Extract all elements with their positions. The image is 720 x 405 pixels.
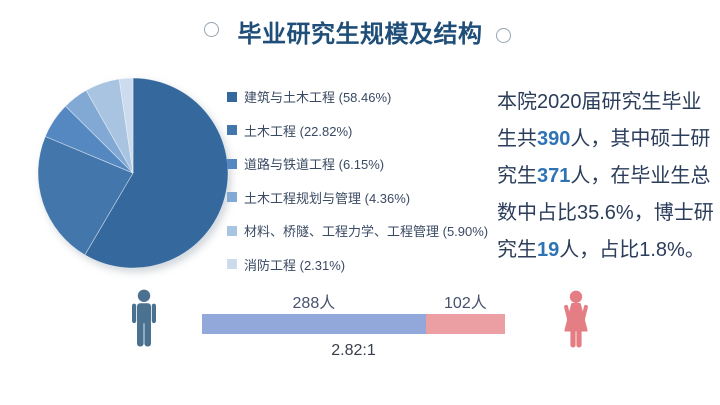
male-count-label: 288人: [292, 295, 336, 312]
legend-swatch: [227, 125, 237, 136]
legend-item: 道路与铁道工程 (6.15%): [227, 147, 488, 181]
male-icon: [132, 289, 156, 347]
legend-label: 土木工程规划与管理 (4.36%): [244, 190, 411, 206]
legend-item: 土木工程 (22.82%): [227, 114, 488, 148]
gender-ratio-bar-block: 288人 102人 2.82:1: [202, 289, 505, 360]
female-icon: [564, 290, 588, 348]
legend-item: 建筑与土木工程 (58.46%): [227, 80, 488, 114]
page-title: 毕业研究生规模及结构: [237, 21, 483, 48]
legend-label: 土木工程 (22.82%): [244, 123, 353, 139]
legend-swatch: [227, 192, 237, 203]
stats-highlight-number: 19: [537, 239, 560, 261]
legend-swatch: [227, 158, 237, 169]
gender-ratio-bar: [202, 314, 505, 334]
female-bar-segment: [425, 314, 505, 334]
pie-slice: [84, 77, 229, 269]
male-bar-segment: [202, 314, 426, 334]
female-count-label: 102人: [444, 295, 487, 312]
pie-chart: [37, 77, 229, 269]
legend-swatch: [227, 259, 237, 270]
legend-label: 材料、桥隧、工程力学、工程管理 (5.90%): [244, 224, 489, 240]
stats-paragraph: 本院2020届研究生毕业生共390人，其中硕士研究生371人，在毕业生总数中占比…: [497, 84, 715, 269]
legend-label: 建筑与土木工程 (58.46%): [244, 90, 392, 106]
stats-highlight-number: 371: [537, 165, 571, 187]
gender-ratio-label: 2.82:1: [331, 342, 376, 359]
stats-text: 人，其中硕士研究生: [497, 128, 711, 187]
legend-swatch: [227, 91, 237, 102]
stats-text: 本院2020届研究生毕业生共: [497, 91, 702, 150]
legend-item: 土木工程规划与管理 (4.36%): [227, 181, 488, 215]
gender-bar-labels: 288人 102人: [202, 289, 505, 312]
legend-item: 材料、桥隧、工程力学、工程管理 (5.90%): [227, 214, 488, 248]
pie-legend: 建筑与土木工程 (58.46%) 土木工程 (22.82%) 道路与铁道工程 (6.…: [227, 80, 488, 281]
title-decoration-circle-right: [496, 28, 511, 43]
pie-slice: [118, 77, 134, 174]
stats-text: 人，在毕业生总数中占比35.6%，博士研究生: [497, 165, 714, 261]
legend-swatch: [227, 225, 237, 236]
pie-slice: [37, 136, 134, 256]
stats-highlight-number: 390: [537, 128, 571, 150]
legend-item: 消防工程 (2.31%): [227, 248, 488, 282]
legend-label: 道路与铁道工程 (6.15%): [244, 157, 385, 173]
title-decoration-circle-left: [204, 22, 219, 37]
legend-label: 消防工程 (2.31%): [244, 257, 346, 273]
stats-text: 人，占比1.8%。: [559, 239, 705, 261]
